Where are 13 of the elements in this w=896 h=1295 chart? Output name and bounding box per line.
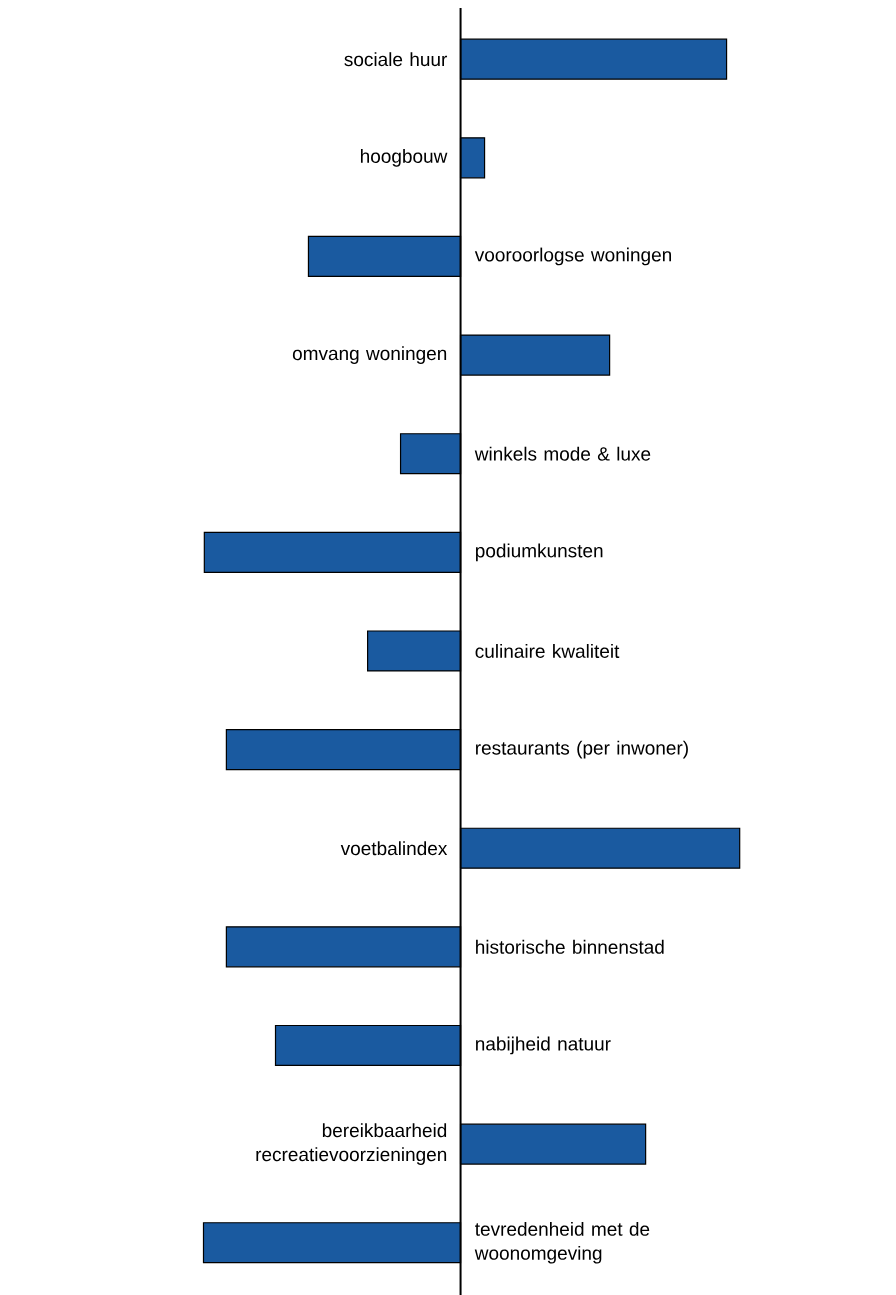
- y-tick-label: vooroorlogse woningen: [474, 247, 671, 266]
- y-tick-label: voetbalindex: [340, 841, 448, 856]
- y-tick-label: winkels mode & luxe: [474, 446, 651, 461]
- y-tick-label: podiumkunsten: [475, 543, 603, 562]
- y-tick-label: tevredenheid met de woonomgeving: [474, 1221, 650, 1264]
- y-tick-label: hoogbouw: [360, 148, 448, 167]
- y-tick-label: culinaire kwaliteit: [475, 643, 620, 658]
- y-tick-label: restaurants (per inwoner): [476, 740, 688, 759]
- y-tick-label: omvang woningen: [292, 346, 447, 364]
- y-tick-label: nabijheid natuur: [476, 1036, 611, 1055]
- y-tick-label: historische binnenstad: [476, 939, 664, 954]
- y-tick-label: bereikbaarheid recreatievoorzieningen: [256, 1123, 447, 1165]
- y-tick-label: sociale huur: [344, 52, 448, 67]
